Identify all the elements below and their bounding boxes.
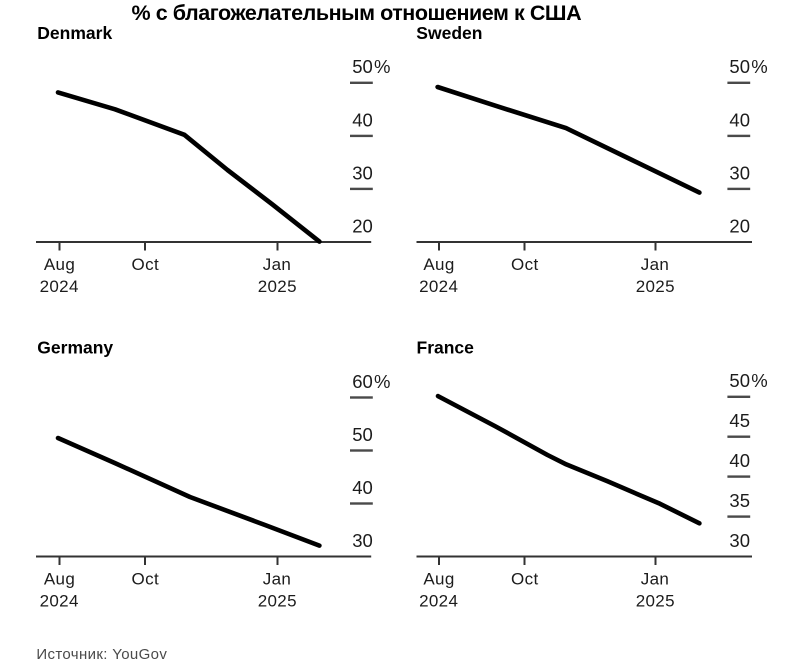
svg-text:Sweden: Sweden xyxy=(416,23,482,43)
svg-text:Aug: Aug xyxy=(423,570,454,589)
svg-text:%: % xyxy=(374,56,390,77)
svg-text:Источник: YouGov: Источник: YouGov xyxy=(36,646,167,663)
svg-text:30: 30 xyxy=(352,162,373,183)
svg-text:45: 45 xyxy=(729,410,750,431)
svg-text:40: 40 xyxy=(352,109,373,130)
svg-text:30: 30 xyxy=(729,162,750,183)
svg-text:35: 35 xyxy=(729,490,750,511)
svg-text:2024: 2024 xyxy=(40,277,79,296)
svg-text:%: % xyxy=(751,56,767,77)
svg-text:2024: 2024 xyxy=(40,591,79,610)
svg-text:Jan: Jan xyxy=(263,570,291,589)
svg-text:France: France xyxy=(417,337,475,357)
svg-text:50: 50 xyxy=(729,370,750,391)
svg-text:Jan: Jan xyxy=(263,255,291,274)
svg-text:% с благожелательным отношение: % с благожелательным отношением к США xyxy=(132,1,582,25)
svg-text:Aug: Aug xyxy=(44,570,75,589)
svg-text:2025: 2025 xyxy=(258,277,297,296)
svg-text:Oct: Oct xyxy=(511,255,539,274)
svg-text:20: 20 xyxy=(352,215,373,236)
svg-text:Jan: Jan xyxy=(641,255,669,274)
svg-text:30: 30 xyxy=(352,530,373,551)
svg-text:%: % xyxy=(751,370,767,391)
svg-text:50: 50 xyxy=(352,56,373,77)
svg-text:2025: 2025 xyxy=(636,591,675,610)
svg-text:%: % xyxy=(374,371,390,392)
svg-text:2024: 2024 xyxy=(419,277,458,296)
svg-text:Oct: Oct xyxy=(132,255,160,274)
svg-text:2024: 2024 xyxy=(419,591,458,610)
svg-text:30: 30 xyxy=(729,530,750,551)
svg-text:40: 40 xyxy=(729,450,750,471)
svg-text:Aug: Aug xyxy=(423,255,454,274)
svg-text:40: 40 xyxy=(352,477,373,498)
svg-text:50: 50 xyxy=(352,424,373,445)
svg-text:20: 20 xyxy=(729,215,750,236)
svg-text:40: 40 xyxy=(729,109,750,130)
svg-text:Denmark: Denmark xyxy=(37,23,112,43)
svg-text:Aug: Aug xyxy=(44,255,75,274)
svg-text:Oct: Oct xyxy=(511,570,539,589)
svg-text:2025: 2025 xyxy=(636,277,675,296)
svg-text:Jan: Jan xyxy=(641,570,669,589)
svg-text:50: 50 xyxy=(729,56,750,77)
svg-text:Germany: Germany xyxy=(37,337,113,357)
svg-text:60: 60 xyxy=(352,371,373,392)
svg-text:2025: 2025 xyxy=(258,591,297,610)
svg-text:Oct: Oct xyxy=(132,570,160,589)
